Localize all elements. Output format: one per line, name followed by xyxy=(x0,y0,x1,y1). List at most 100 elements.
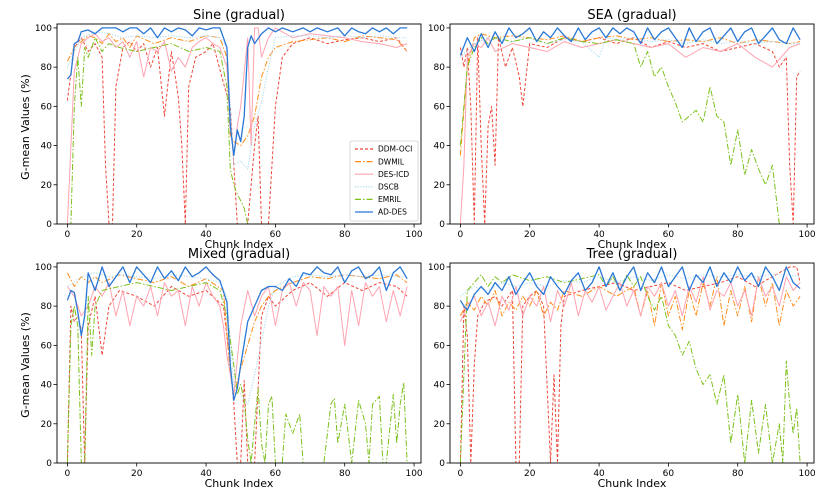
series-line-dwmil xyxy=(459,33,801,156)
legend-label-ddm-oci: DDM-OCI xyxy=(378,145,412,154)
x-tick-label: 0 xyxy=(65,469,71,479)
y-tick-label: 60 xyxy=(41,341,53,351)
y-tick-label: 20 xyxy=(434,420,446,430)
series-line-dwmil xyxy=(66,272,408,395)
y-tick-label: 40 xyxy=(434,142,446,152)
x-axis-label: Chunk Index xyxy=(598,477,667,490)
series-group xyxy=(66,27,408,224)
y-tick-label: 100 xyxy=(35,24,52,34)
panel-sine-gradual: 0 20 40 60 80 100 0 20 40 60 80 100 Sine (gradual) Ch… xyxy=(35,8,423,251)
x-tick-label: 80 xyxy=(732,469,744,479)
series-line-ddm-oci xyxy=(66,282,408,463)
series-line-dwmil xyxy=(459,276,801,331)
legend-label-emril: EMRIL xyxy=(378,195,402,204)
x-tick-label: 0 xyxy=(65,230,71,240)
x-tick-label: 100 xyxy=(798,469,815,479)
panel-tree-gradual: 0 20 40 60 80 100 0 20 40 60 80 100 Tree (gradual) Ch… xyxy=(428,247,816,490)
y-tick-label: 100 xyxy=(428,263,445,273)
x-tick-label: 80 xyxy=(732,230,744,240)
y-tick-label: 40 xyxy=(41,142,53,152)
y-tick-label: 80 xyxy=(41,302,53,312)
series-line-ad-des xyxy=(66,266,408,401)
x-tick-label: 40 xyxy=(593,230,605,240)
x-tick-label: 60 xyxy=(270,469,282,479)
series-line-emril xyxy=(459,37,801,224)
series-line-ddm-oci xyxy=(459,266,801,463)
x-tick-label: 20 xyxy=(131,469,143,479)
x-tick-label: 0 xyxy=(458,469,464,479)
y-tick-label: 100 xyxy=(35,263,52,273)
legend: DDM-OCI DWMIL DES-ICD DSCB EMRIL AD-DES xyxy=(349,140,419,222)
series-group xyxy=(459,266,801,463)
x-axis-label: Chunk Index xyxy=(598,238,667,251)
series-line-emril xyxy=(66,282,408,463)
x-tick-label: 20 xyxy=(131,230,143,240)
y-tick-label: 0 xyxy=(439,220,445,230)
x-tick-label: 80 xyxy=(339,230,351,240)
x-tick-label: 80 xyxy=(339,469,351,479)
legend-label-dwmil: DWMIL xyxy=(378,157,405,166)
series-line-ddm-oci xyxy=(66,37,408,224)
y-tick-label: 0 xyxy=(439,459,445,469)
legend-label-ad-des: AD-DES xyxy=(378,208,407,217)
series-line-des-icd xyxy=(66,27,408,224)
y-tick-label: 20 xyxy=(434,181,446,191)
x-tick-label: 20 xyxy=(524,469,536,479)
x-tick-label: 40 xyxy=(200,469,212,479)
series-line-dscb xyxy=(460,37,801,58)
series-line-ad-des xyxy=(459,266,801,311)
plot-frame xyxy=(449,262,815,464)
y-tick-label: 60 xyxy=(434,341,446,351)
series-line-des-icd xyxy=(459,37,801,224)
panel-title: SEA (gradual) xyxy=(587,8,676,23)
series-group xyxy=(459,27,801,224)
y-tick-label: 0 xyxy=(46,220,52,230)
legend-label-des-icd: DES-ICD xyxy=(378,170,409,179)
series-line-ad-des xyxy=(459,27,801,56)
y-tick-label: 100 xyxy=(428,24,445,34)
legend-label-dscb: DSCB xyxy=(378,183,399,192)
panel-mixed-gradual: 0 20 40 60 80 100 0 20 40 60 80 100 Mixed (gradual) C… xyxy=(35,247,423,490)
x-axis-label: Chunk Index xyxy=(205,477,274,490)
x-tick-label: 40 xyxy=(200,230,212,240)
series-line-ad-des xyxy=(66,27,408,157)
y-tick-label: 80 xyxy=(41,63,53,73)
x-tick-label: 60 xyxy=(270,230,282,240)
plot-frame xyxy=(56,23,422,225)
series-line-ddm-oci xyxy=(459,37,801,224)
panel-title: Mixed (gradual) xyxy=(188,247,290,262)
series-line-des-icd xyxy=(66,282,408,395)
x-axis-label: Chunk Index xyxy=(205,238,274,251)
series-line-dwmil xyxy=(66,33,408,147)
x-tick-label: 100 xyxy=(405,230,422,240)
x-tick-label: 100 xyxy=(798,230,815,240)
y-axis-label: G-mean Values (%) xyxy=(19,312,32,418)
series-line-dscb xyxy=(66,31,408,170)
y-tick-label: 20 xyxy=(41,181,53,191)
y-axis-label: G-mean Values (%) xyxy=(19,74,32,180)
panel-sea-gradual: 0 20 40 60 80 100 0 20 40 60 80 100 SEA (gradual) Chu… xyxy=(428,8,816,251)
x-tick-label: 20 xyxy=(524,230,536,240)
y-tick-label: 20 xyxy=(41,420,53,430)
plot-frame xyxy=(449,23,815,225)
x-tick-label: 0 xyxy=(458,230,464,240)
series-group xyxy=(66,266,408,463)
y-tick-label: 60 xyxy=(41,102,53,112)
panel-title: Sine (gradual) xyxy=(193,8,285,23)
y-tick-label: 40 xyxy=(41,381,53,391)
x-tick-label: 60 xyxy=(663,230,675,240)
panel-title: Tree (gradual) xyxy=(586,247,678,262)
series-line-dscb xyxy=(460,274,801,297)
y-tick-label: 80 xyxy=(434,63,446,73)
plot-frame xyxy=(56,262,422,464)
x-tick-label: 100 xyxy=(405,469,422,479)
x-tick-label: 40 xyxy=(593,469,605,479)
series-line-emril xyxy=(67,37,408,224)
y-tick-label: 60 xyxy=(434,102,446,112)
series-line-dscb xyxy=(67,272,408,405)
x-tick-label: 60 xyxy=(663,469,675,479)
y-tick-label: 80 xyxy=(434,302,446,312)
y-tick-label: 0 xyxy=(46,459,52,469)
